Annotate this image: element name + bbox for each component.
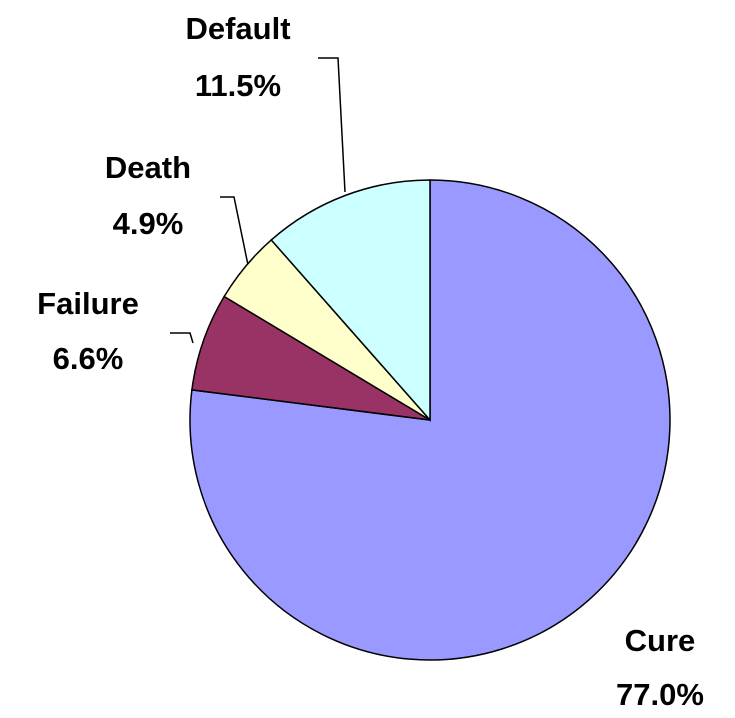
leader-line	[220, 196, 249, 266]
pie-slice	[270, 179, 431, 422]
value-label: 4.9%	[113, 206, 184, 241]
value-label: 11.5%	[195, 68, 281, 103]
leader-line	[318, 57, 346, 193]
value-label: 6.6%	[53, 341, 124, 376]
leader-line	[170, 332, 194, 344]
slice-label: Default	[185, 11, 290, 46]
value-label: 77.0%	[616, 677, 704, 712]
slice-label: Death	[105, 150, 191, 185]
slice-label: Failure	[37, 286, 139, 321]
slice-label: Cure	[625, 623, 696, 658]
